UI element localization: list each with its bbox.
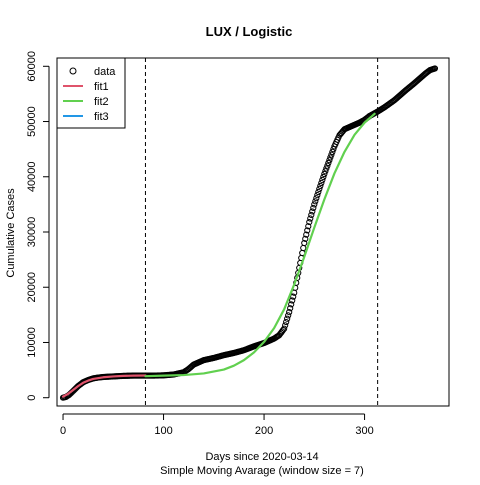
data-point bbox=[330, 146, 337, 153]
data-point bbox=[284, 315, 291, 322]
data-point bbox=[308, 211, 315, 219]
series-fit1-line bbox=[61, 374, 147, 398]
data-point bbox=[285, 312, 292, 319]
data-point bbox=[306, 218, 313, 226]
data-point bbox=[315, 188, 322, 196]
vertical-reference-lines bbox=[144, 58, 379, 406]
data-point bbox=[327, 154, 334, 161]
data-point bbox=[431, 65, 439, 72]
legend-symbol-data bbox=[69, 67, 77, 75]
x-tick-label-0: 0 bbox=[60, 425, 66, 437]
x-tick-label-1: 100 bbox=[154, 425, 172, 437]
data-point bbox=[328, 151, 335, 158]
legend: data fit1 fit2 fit3 bbox=[56, 57, 126, 129]
data-point bbox=[320, 173, 327, 181]
data-point bbox=[323, 165, 330, 172]
y-axis-label: Cumulative Cases bbox=[5, 188, 17, 278]
x-tick-label-3: 300 bbox=[355, 425, 373, 437]
y-tick-label-0: 0 bbox=[26, 395, 38, 401]
y-tick-label-3: 30000 bbox=[26, 217, 38, 248]
x-tick-label-2: 200 bbox=[255, 425, 273, 437]
y-tick-label-2: 20000 bbox=[26, 272, 38, 303]
data-point bbox=[325, 159, 332, 167]
series-data bbox=[59, 65, 439, 401]
series-layer bbox=[59, 65, 439, 401]
data-point bbox=[309, 208, 316, 215]
data-point bbox=[321, 170, 328, 178]
data-point bbox=[305, 223, 312, 230]
data-point bbox=[322, 168, 329, 175]
data-point bbox=[283, 318, 290, 326]
data-point bbox=[303, 231, 310, 238]
data-point bbox=[301, 239, 308, 247]
legend-label-fit3: fit3 bbox=[94, 111, 109, 123]
data-point bbox=[326, 157, 333, 164]
y-tick-label-4: 40000 bbox=[26, 161, 38, 192]
data-point bbox=[302, 235, 309, 242]
y-tick-label-6: 60000 bbox=[26, 51, 38, 82]
legend-label-data: data bbox=[94, 66, 116, 78]
data-point bbox=[311, 201, 318, 208]
data-point bbox=[310, 204, 317, 212]
data-point bbox=[313, 195, 320, 202]
data-point bbox=[290, 293, 297, 300]
data-point bbox=[287, 305, 294, 312]
data-point bbox=[324, 162, 331, 169]
data-point bbox=[319, 176, 326, 184]
data-point bbox=[281, 325, 288, 332]
data-point bbox=[317, 182, 324, 190]
data-point bbox=[288, 301, 295, 308]
data-point bbox=[304, 227, 311, 234]
series-fit2-line bbox=[144, 112, 376, 378]
data-point bbox=[314, 192, 321, 199]
plot-frame bbox=[56, 57, 450, 407]
data-point bbox=[316, 185, 323, 193]
legend-label-fit2: fit2 bbox=[94, 96, 109, 108]
x-axis-label: Days since 2020-03-14 bbox=[205, 451, 318, 463]
legend-label-fit1: fit1 bbox=[94, 81, 109, 93]
data-point bbox=[312, 198, 319, 205]
chart-title: LUX / Logistic bbox=[206, 24, 293, 39]
data-point bbox=[318, 179, 325, 187]
data-point bbox=[289, 297, 296, 304]
x-axis-sublabel: Simple Moving Avarage (window size = 7) bbox=[160, 465, 364, 477]
y-tick-label-1: 10000 bbox=[26, 327, 38, 358]
axes: 0 100 200 300 0 10000 20000 30000 40000 50000 6000… bbox=[26, 51, 374, 437]
data-point bbox=[286, 309, 293, 316]
data-point bbox=[329, 148, 336, 155]
data-point bbox=[307, 215, 314, 222]
y-tick-label-5: 50000 bbox=[26, 106, 38, 137]
data-point bbox=[282, 322, 289, 329]
